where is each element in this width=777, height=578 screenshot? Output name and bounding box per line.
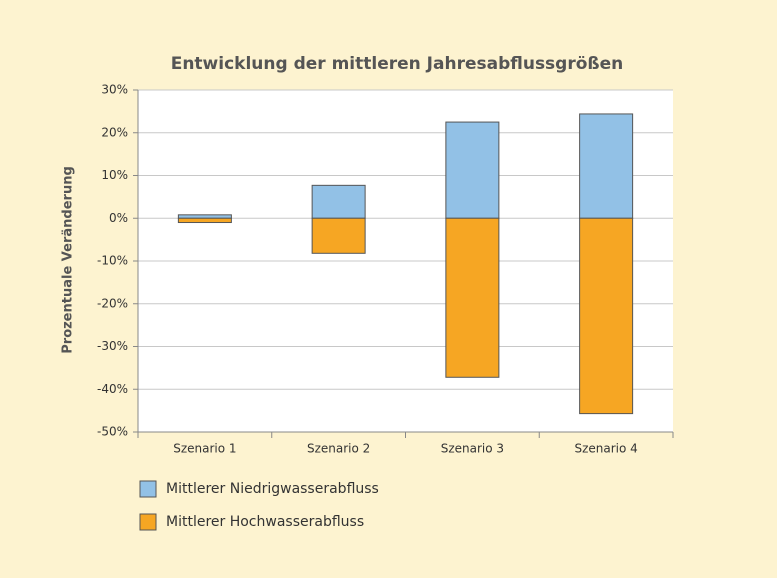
legend-label: Mittlerer Hochwasserabfluss: [166, 514, 364, 530]
y-tick-label: -40%: [97, 382, 128, 396]
y-tick-label: 0%: [109, 211, 128, 225]
x-tick-label: Szenario 1: [173, 442, 236, 456]
y-tick-label: 10%: [101, 168, 128, 182]
legend-swatch: [139, 513, 157, 531]
y-axis-label: Prozentuale Veränderung: [61, 166, 76, 354]
bar: [177, 214, 232, 219]
bar: [579, 113, 634, 219]
x-tick-label: Szenario 2: [307, 442, 370, 456]
bar: [311, 217, 366, 254]
y-tick-label: 30%: [101, 83, 128, 97]
y-tick-label: -30%: [97, 339, 128, 353]
legend-swatch: [139, 480, 157, 498]
legend-label: Mittlerer Niedrigwasserabfluss: [166, 481, 379, 497]
bar: [445, 217, 500, 378]
x-tick-label: Szenario 4: [574, 442, 637, 456]
y-tick-label: -50%: [97, 425, 128, 439]
y-tick-label: -20%: [97, 296, 128, 310]
y-tick-label: -10%: [97, 254, 128, 268]
y-tick-label: 20%: [101, 125, 128, 139]
bar: [445, 121, 500, 219]
chart-title: Entwicklung der mittleren Jahresabflussg…: [171, 54, 624, 74]
x-tick-label: Szenario 3: [441, 442, 504, 456]
bar: [177, 217, 232, 224]
bar: [579, 217, 634, 415]
bar: [311, 184, 366, 219]
